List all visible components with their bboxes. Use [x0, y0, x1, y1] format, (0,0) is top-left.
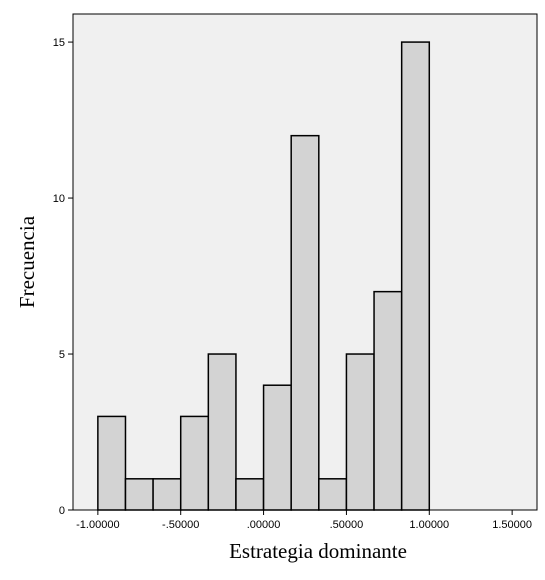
x-tick-label-1: -1.00000 [76, 519, 119, 531]
histogram-bar-10 [345, 353, 375, 511]
histogram-bar-9 [318, 478, 348, 511]
x-tick-label-5: 1.00000 [409, 519, 449, 531]
x-tick-label-2: -.50000 [162, 519, 199, 531]
histogram-bar-2 [124, 478, 154, 511]
histogram-bar-4 [179, 415, 210, 511]
y-tick-label-4: 15 [53, 37, 65, 49]
y-axis: 0 5 10 15 [53, 37, 73, 517]
histogram-bar-1 [97, 415, 127, 511]
histogram-bar-12 [400, 41, 431, 511]
histogram-bar-3 [152, 478, 182, 511]
x-axis: -1.00000 -.50000 .00000 .50000 1.00000 1.5000… [76, 510, 532, 531]
y-tick-label-1: 0 [59, 505, 65, 517]
histogram-bar-11 [373, 290, 403, 511]
x-axis-title: Estrategia dominante [229, 539, 407, 563]
x-tick-label-6: 1.50000 [492, 519, 532, 531]
y-axis-title: Frecuencia [15, 215, 39, 308]
y-tick-label-3: 10 [53, 193, 65, 205]
x-tick-label-3: .00000 [247, 519, 281, 531]
histogram-bar-7 [262, 384, 292, 511]
histogram-bar-5 [207, 353, 237, 511]
bars-group [97, 41, 431, 511]
y-tick-label-2: 5 [59, 349, 65, 361]
x-tick-label-4: .50000 [330, 519, 364, 531]
histogram-bar-8 [290, 134, 320, 511]
histogram-bar-6 [235, 478, 265, 511]
